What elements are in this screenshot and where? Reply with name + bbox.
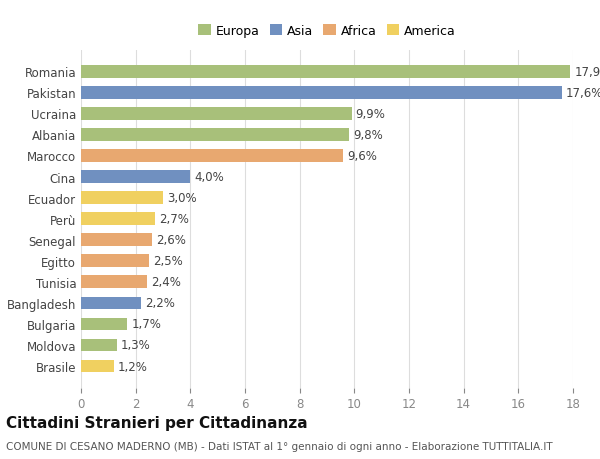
- Bar: [81, 318, 127, 330]
- Bar: [81, 297, 141, 309]
- Text: 9,6%: 9,6%: [347, 150, 377, 162]
- Text: 17,6%: 17,6%: [566, 87, 600, 100]
- Text: 2,5%: 2,5%: [154, 255, 183, 268]
- Bar: [81, 213, 155, 225]
- Legend: Europa, Asia, Africa, America: Europa, Asia, Africa, America: [193, 20, 461, 43]
- Text: 2,6%: 2,6%: [156, 234, 186, 246]
- Bar: [81, 339, 116, 352]
- Text: 2,4%: 2,4%: [151, 276, 181, 289]
- Text: 2,7%: 2,7%: [159, 213, 189, 226]
- Bar: [81, 276, 146, 289]
- Bar: [81, 108, 352, 120]
- Text: 9,8%: 9,8%: [353, 129, 383, 142]
- Bar: [81, 171, 190, 184]
- Text: 1,2%: 1,2%: [118, 360, 148, 373]
- Text: Cittadini Stranieri per Cittadinanza: Cittadini Stranieri per Cittadinanza: [6, 415, 308, 431]
- Bar: [81, 129, 349, 141]
- Bar: [81, 87, 562, 100]
- Bar: [81, 255, 149, 268]
- Bar: [81, 150, 343, 162]
- Text: 17,9%: 17,9%: [574, 66, 600, 78]
- Bar: [81, 360, 114, 373]
- Text: 3,0%: 3,0%: [167, 192, 197, 205]
- Bar: [81, 192, 163, 204]
- Text: 9,9%: 9,9%: [356, 108, 386, 121]
- Text: 4,0%: 4,0%: [194, 171, 224, 184]
- Text: 1,3%: 1,3%: [121, 339, 151, 352]
- Text: 2,2%: 2,2%: [145, 297, 175, 310]
- Text: 1,7%: 1,7%: [131, 318, 161, 330]
- Bar: [81, 66, 570, 78]
- Bar: [81, 234, 152, 246]
- Text: COMUNE DI CESANO MADERNO (MB) - Dati ISTAT al 1° gennaio di ogni anno - Elaboraz: COMUNE DI CESANO MADERNO (MB) - Dati IST…: [6, 441, 553, 451]
